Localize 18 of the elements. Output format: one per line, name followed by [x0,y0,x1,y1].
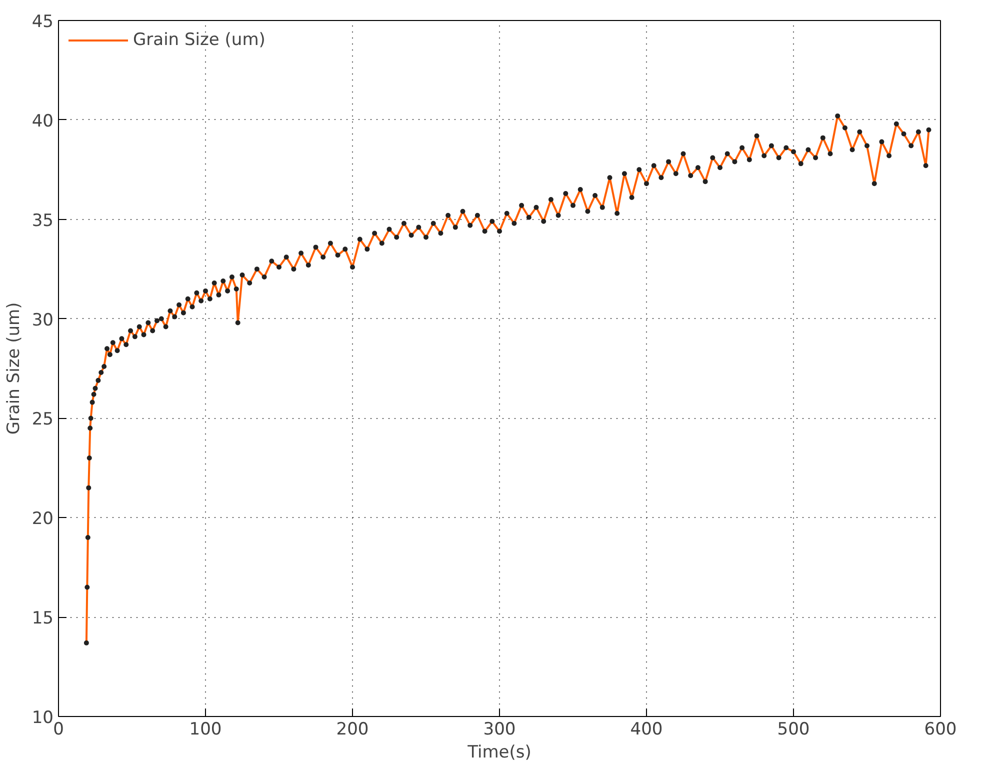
y-tick-label: 10 [32,708,54,728]
y-tick-label: 35 [32,210,54,231]
y-tick-label: 25 [32,410,54,430]
x-tick-label: 300 [483,720,516,740]
x-tick-label: 100 [189,720,222,740]
x-tick-label: 0 [53,720,64,740]
y-tick-label: 30 [32,310,54,330]
y-axis-title: Grain Size (um) [4,302,24,435]
y-tick-label: 15 [32,608,54,629]
x-tick-label: 600 [924,720,957,740]
x-tick-label: 400 [630,720,663,740]
x-axis-title: Time(s) [466,742,532,762]
x-tick-label: 500 [777,720,810,740]
y-tick-label: 20 [32,509,54,530]
legend-label: Grain Size (um) [133,30,266,50]
y-tick-label: 45 [32,12,54,32]
x-tick-label: 200 [336,720,369,740]
y-tick-label: 40 [32,111,54,132]
